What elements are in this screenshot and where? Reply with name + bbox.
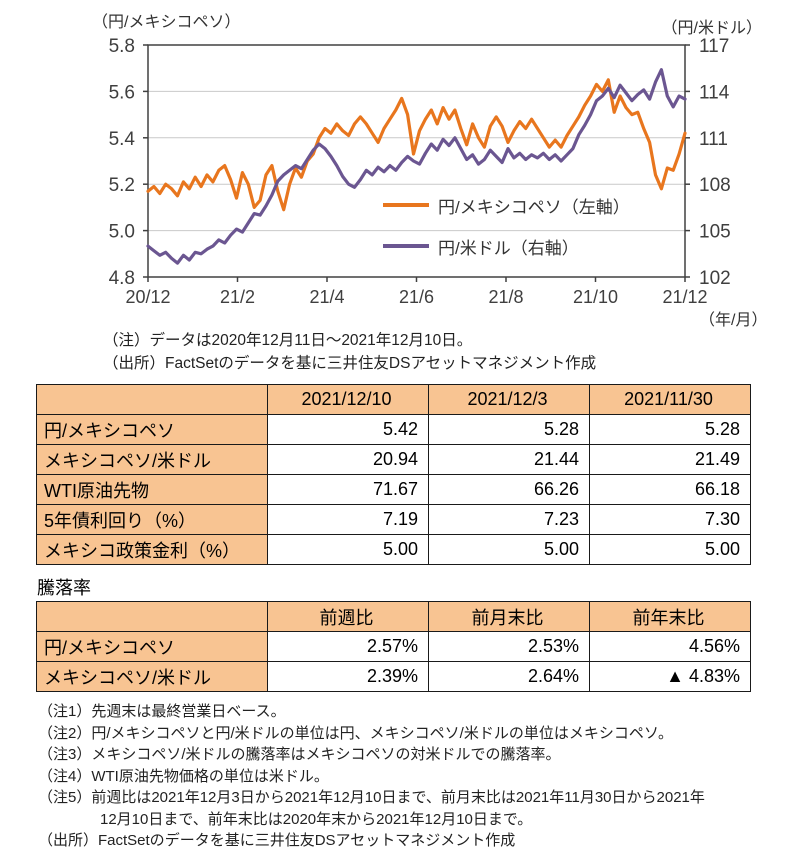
footnote-line: （注5）前週比は2021年12月3日から2021年12月10日まで、前月末比は2… — [38, 789, 705, 806]
x-tick-label: 21/2 — [220, 287, 255, 307]
table-value-cell: 2.57% — [267, 631, 429, 662]
table-value-cell: 2.53% — [428, 631, 590, 662]
table-value-cell: 7.30 — [589, 504, 751, 535]
table-row-label: メキシコペソ/米ドル — [36, 661, 268, 692]
table-row-label: 5年債利回り（%） — [36, 504, 268, 535]
table-header-cell: 前週比 — [267, 601, 429, 632]
right-axis-unit-label: （円/米ドル） — [661, 20, 762, 37]
table-row: 円/メキシコペソ 5.42 5.28 5.28 — [36, 414, 751, 445]
table-value-cell: 20.94 — [267, 444, 429, 475]
table-value-cell: 71.67 — [267, 474, 429, 505]
right-tick-label: 114 — [699, 82, 730, 103]
left-axis-unit-label: （円/メキシコペソ） — [92, 14, 241, 31]
x-tick-label: 20/12 — [125, 287, 170, 307]
legend-item-usd-jpy: 円/米ドル（右軸） — [383, 234, 630, 258]
table-value-cell: 21.44 — [428, 444, 590, 475]
table-row-label: メキシコ政策金利（%） — [36, 534, 268, 565]
x-tick-label: 21/6 — [399, 287, 434, 307]
chart-legend: 円/メキシコペソ（左軸） 円/米ドル（右軸） — [383, 193, 630, 275]
footnote-line: 12月10日まで、前年末比は2020年末から2021年12月10日まで。 — [100, 810, 533, 828]
left-tick-label: 5.8 — [109, 36, 135, 57]
table-row-label: 円/メキシコペソ — [36, 414, 268, 445]
x-axis-unit-label: （年/月） — [699, 312, 768, 329]
left-tick-label: 5.6 — [109, 82, 135, 103]
right-tick-label: 102 — [699, 268, 731, 289]
footnote-line: （注1）先週末は最終営業日ベース。 — [38, 703, 286, 720]
footnote-line: （注3）メキシコペソ/米ドルの騰落率はメキシコペソの対米ドルでの騰落率。 — [38, 746, 561, 763]
table-value-cell: 5.28 — [428, 414, 590, 445]
series-right — [146, 68, 687, 265]
right-tick-label: 111 — [699, 129, 728, 150]
x-tick-label: 21/10 — [573, 287, 618, 307]
table-value-cell: 66.18 — [589, 474, 751, 505]
x-tick-label: 21/4 — [309, 287, 344, 307]
table-value-cell: 5.28 — [589, 414, 751, 445]
table-header-cell: 2021/11/30 — [589, 384, 751, 415]
footnote-line: （出所）FactSetのデータを基に三井住友DSアセットマネジメント作成 — [38, 832, 516, 849]
table-row: 円/メキシコペソ 2.57% 2.53% 4.56% — [36, 631, 751, 662]
table-header-row: 前週比 前月末比 前年末比 — [36, 601, 751, 632]
table-value-cell: ▲ 4.83% — [589, 661, 751, 692]
table-header-cell: 前年末比 — [589, 601, 751, 632]
legend-item-mxn-jpy: 円/メキシコペソ（左軸） — [383, 193, 630, 217]
table-row: メキシコペソ/米ドル 20.94 21.44 21.49 — [36, 444, 751, 475]
footnote-line: （注2）円/メキシコペソと円/米ドルの単位は円、メキシコペソ/米ドルの単位はメキ… — [38, 724, 673, 742]
left-tick-label: 5.0 — [109, 222, 135, 243]
right-tick-label: 108 — [699, 175, 731, 196]
levels-table: 2021/12/10 2021/12/3 2021/11/30 円/メキシコペソ 5.4… — [36, 384, 751, 565]
legend-line-usd-jpy-icon — [383, 244, 429, 248]
chart-source: （出所）FactSetのデータを基に三井住友DSアセットマネジメント作成 — [103, 355, 597, 372]
fx-line-chart: 5.8 5.6 5.4 5.2 5.0 4.8 117 114 111 108 105 102 20/1… — [109, 36, 731, 307]
footnote-line: （注4）WTI原油先物価格の単位は米ドル。 — [38, 767, 329, 785]
table-row: WTI原油先物 71.67 66.26 66.18 — [36, 474, 751, 505]
left-tick-label: 4.8 — [109, 268, 135, 289]
chart-notes: （注）データは2020年12月11日～2021年12月10日。 （出所）Fact… — [103, 329, 596, 375]
table-value-cell: 4.56% — [589, 631, 751, 662]
table-row-label: 円/メキシコペソ — [36, 631, 268, 662]
table-header-cell: 2021/12/3 — [428, 384, 590, 415]
x-tick-label: 21/12 — [662, 287, 707, 307]
footnotes: （注1）先週末は最終営業日ベース。 （注2）円/メキシコペソと円/米ドルの単位は円… — [38, 701, 768, 852]
change-table-title: 騰落率 — [37, 578, 91, 598]
change-rate-table: 前週比 前月末比 前年末比 円/メキシコペソ 2.57% 2.53% 4.56% メキシコペソ… — [36, 601, 751, 692]
table-row: メキシコペソ/米ドル 2.39% 2.64% ▲ 4.83% — [36, 661, 751, 692]
table-header-cell: 2021/12/10 — [267, 384, 429, 415]
table-value-cell: 7.23 — [428, 504, 590, 535]
table-value-cell: 5.00 — [428, 534, 590, 565]
legend-label-mxn-jpy: 円/メキシコペソ（左軸） — [438, 197, 630, 217]
table-header-cell: 前月末比 — [428, 601, 590, 632]
table-value-cell: 2.39% — [267, 661, 429, 692]
right-tick-label: 117 — [699, 36, 729, 57]
table-header-cell — [36, 384, 268, 415]
legend-label-usd-jpy: 円/米ドル（右軸） — [438, 238, 579, 258]
table-row: メキシコ政策金利（%） 5.00 5.00 5.00 — [36, 534, 751, 565]
table-row: 5年債利回り（%） 7.19 7.23 7.30 — [36, 504, 751, 535]
table-value-cell: 2.64% — [428, 661, 590, 692]
table-row-label: WTI原油先物 — [36, 474, 268, 505]
table-value-cell: 66.26 — [428, 474, 590, 505]
table-header-row: 2021/12/10 2021/12/3 2021/11/30 — [36, 384, 751, 415]
x-tick-label: 21/8 — [488, 287, 523, 307]
table-header-cell — [36, 601, 268, 632]
table-value-cell: 21.49 — [589, 444, 751, 475]
table-value-cell: 5.42 — [267, 414, 429, 445]
left-tick-label: 5.4 — [109, 129, 136, 150]
chart-note: （注）データは2020年12月11日～2021年12月10日。 — [103, 332, 473, 349]
table-value-cell: 5.00 — [589, 534, 751, 565]
right-tick-label: 105 — [699, 222, 731, 243]
left-tick-label: 5.2 — [109, 175, 135, 196]
series-left — [146, 78, 687, 212]
table-row-label: メキシコペソ/米ドル — [36, 444, 268, 475]
table-value-cell: 7.19 — [267, 504, 429, 535]
legend-line-mxn-jpy-icon — [383, 203, 429, 207]
table-value-cell: 5.00 — [267, 534, 429, 565]
